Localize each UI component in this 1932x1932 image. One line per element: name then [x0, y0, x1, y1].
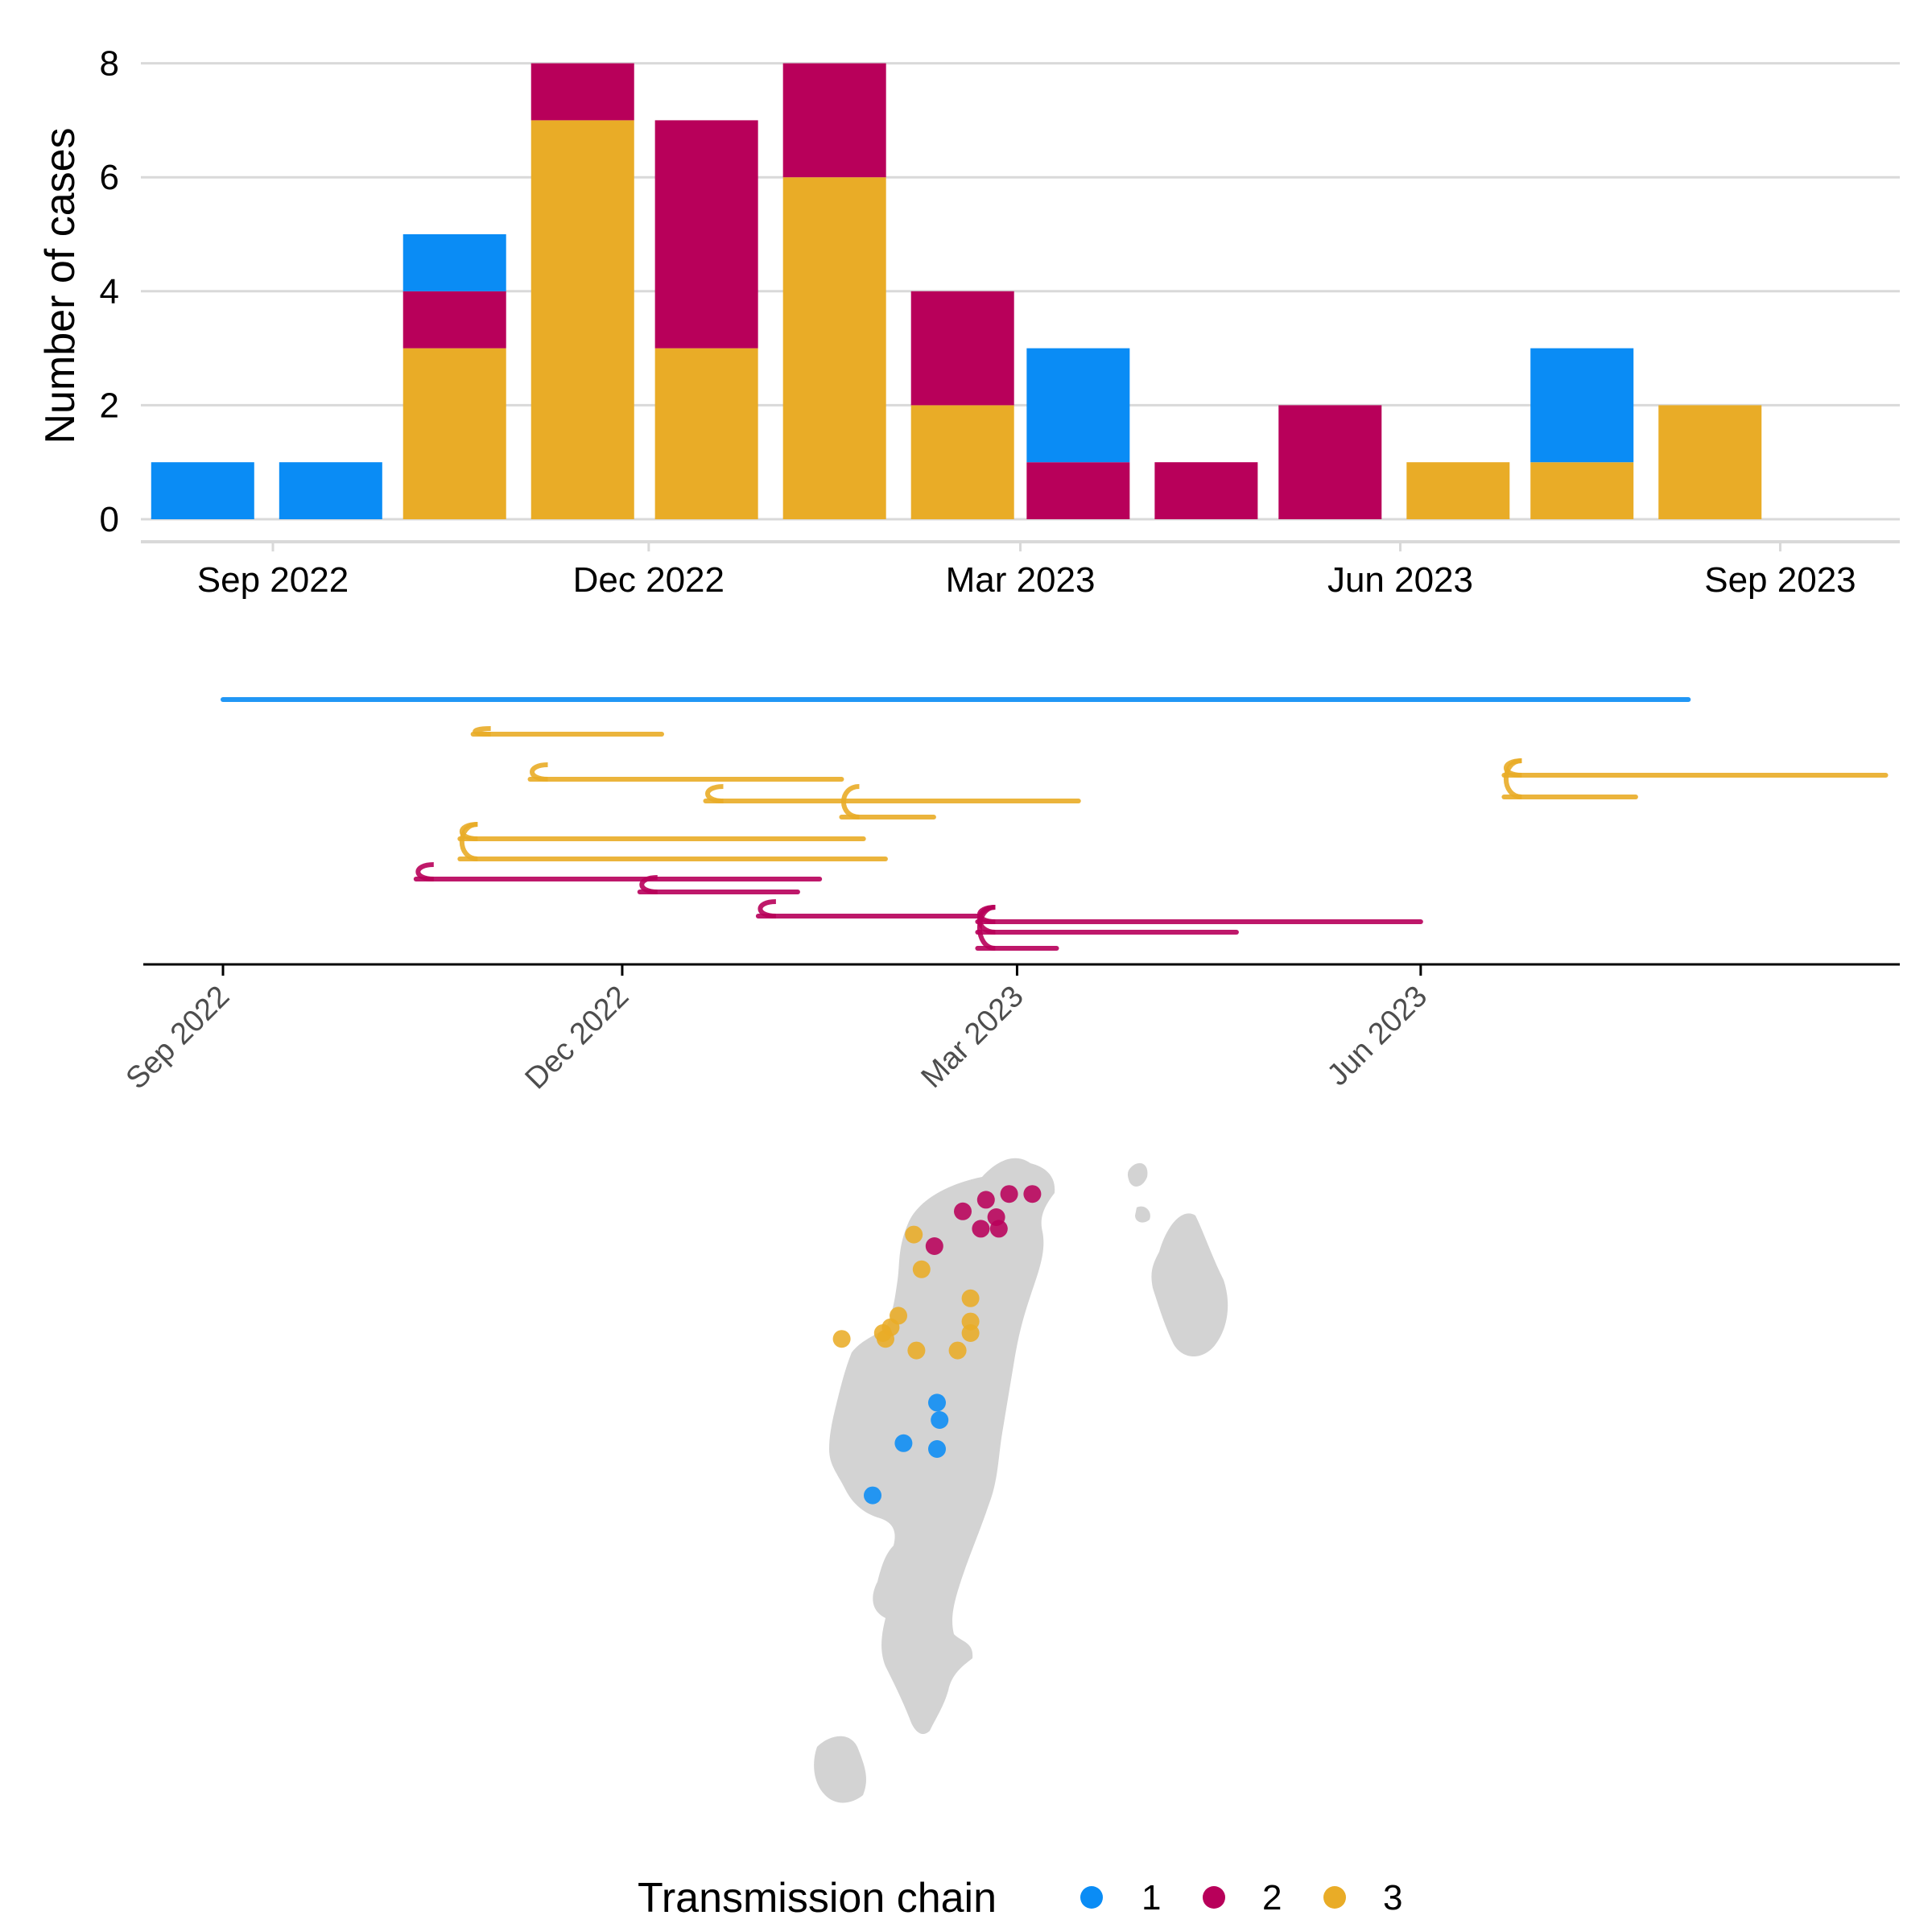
- bar-segment-chain-1: [279, 462, 382, 519]
- bar-segment-chain-2: [654, 120, 758, 349]
- y-tick-label: 8: [100, 44, 119, 84]
- legend-swatch-3: [1323, 1886, 1346, 1909]
- x-tick-label: Jun 2023: [1327, 560, 1473, 600]
- land-polygons: [814, 1158, 1228, 1803]
- map-panel: [814, 1158, 1228, 1803]
- case-point-chain-2: [925, 1237, 943, 1255]
- y-tick-label: 2: [100, 386, 119, 425]
- legend-label-1: 1: [1141, 1878, 1161, 1918]
- case-point-chain-1: [928, 1393, 946, 1412]
- bar-segment-chain-2: [402, 291, 506, 349]
- legend-swatch-1: [1080, 1886, 1103, 1909]
- tree-x-tick-label: Dec 2022: [519, 980, 636, 1096]
- bar-y-axis-title: Number of cases: [37, 127, 84, 444]
- tree-connector-chain-3: [459, 822, 478, 861]
- y-tick-label: 6: [100, 158, 119, 197]
- bar-segment-chain-3: [782, 177, 886, 519]
- bar-y-ticks: 0 2 4 6 8: [100, 44, 119, 539]
- tree-connector-chain-2: [415, 862, 434, 881]
- x-tick-label: Sep 2023: [1704, 560, 1856, 600]
- map-points: [832, 1185, 1042, 1505]
- legend-title: Transmission chain: [638, 1875, 997, 1922]
- case-point-chain-3: [961, 1324, 980, 1342]
- x-tick-label: Dec 2022: [573, 560, 724, 600]
- bar-segment-chain-1: [151, 462, 254, 519]
- legend-swatch-2: [1203, 1886, 1225, 1909]
- case-point-chain-3: [832, 1330, 851, 1348]
- bar-segment-chain-2: [1154, 462, 1258, 519]
- case-point-chain-2: [1023, 1185, 1042, 1203]
- tree-connector-chain-3: [530, 762, 548, 782]
- case-point-chain-3: [877, 1330, 894, 1348]
- bar-segment-chain-1: [1026, 348, 1130, 463]
- bar-segment-chain-3: [530, 120, 634, 519]
- northeast-islet: [1127, 1162, 1148, 1187]
- bar-segment-chain-2: [1278, 405, 1382, 519]
- legend-label-3: 3: [1383, 1878, 1402, 1918]
- case-point-chain-3: [948, 1341, 967, 1360]
- bar-marks: [151, 63, 1762, 519]
- east-islet: [1135, 1206, 1150, 1223]
- sw-islet: [873, 1596, 890, 1612]
- tree-connector-chain-3: [1503, 758, 1522, 799]
- tree-x-ticks: Sep 2022 Dec 2022 Mar 2023 Jun 2023: [120, 964, 1434, 1096]
- case-point-chain-1: [931, 1411, 949, 1429]
- bar-segment-chain-3: [1658, 405, 1762, 519]
- case-point-chain-1: [864, 1486, 881, 1505]
- bar-segment-chain-2: [910, 291, 1014, 406]
- legend: Transmission chain 1 2 3: [638, 1875, 1402, 1922]
- bar-segment-chain-2: [530, 63, 634, 121]
- case-point-chain-2: [989, 1220, 1008, 1238]
- bar-segment-chain-3: [402, 348, 506, 519]
- y-tick-label: 4: [100, 272, 119, 312]
- tree-connector-chain-2: [639, 875, 658, 894]
- tree-x-tick-label: Sep 2022: [120, 980, 237, 1096]
- east-island: [1151, 1213, 1228, 1356]
- y-tick-label: 0: [100, 500, 119, 539]
- case-point-chain-1: [928, 1440, 946, 1458]
- bar-segment-chain-3: [1406, 462, 1510, 519]
- bar-segment-chain-3: [1530, 462, 1634, 519]
- bar-segment-chain-1: [1530, 348, 1634, 463]
- x-tick-label: Mar 2023: [946, 560, 1096, 600]
- bar-segment-chain-3: [654, 348, 758, 519]
- bar-segment-chain-2: [1026, 462, 1130, 519]
- tree-x-tick-label: Mar 2023: [915, 980, 1030, 1095]
- case-point-chain-2: [972, 1220, 990, 1238]
- south-island: [814, 1736, 866, 1803]
- case-point-chain-2: [1000, 1185, 1018, 1203]
- tree-branches: [221, 697, 1889, 951]
- tree-connector-chain-2: [758, 899, 777, 919]
- legend-label-2: 2: [1262, 1878, 1282, 1918]
- tree-connector-chain-3: [705, 784, 724, 803]
- case-point-chain-1: [894, 1434, 913, 1452]
- tree-panel: Sep 2022 Dec 2022 Mar 2023 Jun 2023: [120, 697, 1900, 1096]
- case-point-chain-3: [961, 1289, 980, 1307]
- case-point-chain-2: [976, 1191, 995, 1209]
- tree-connector-chain-3: [840, 784, 860, 819]
- case-point-chain-3: [905, 1225, 923, 1244]
- tree-x-tick-label: Jun 2023: [1321, 980, 1434, 1092]
- case-point-chain-3: [907, 1341, 926, 1360]
- bar-segment-chain-1: [402, 234, 506, 291]
- case-point-chain-2: [954, 1202, 972, 1220]
- bar-segment-chain-2: [782, 63, 886, 178]
- tree-connector-chain-2: [977, 905, 996, 951]
- tree-connector-chain-3: [473, 726, 491, 737]
- bar-x-ticks: Sep 2022 Dec 2022 Mar 2023 Jun 2023 Sep 2023: [197, 542, 1856, 600]
- x-tick-label: Sep 2022: [197, 560, 349, 600]
- case-point-chain-3: [912, 1260, 931, 1278]
- bar-segment-chain-3: [910, 405, 1014, 519]
